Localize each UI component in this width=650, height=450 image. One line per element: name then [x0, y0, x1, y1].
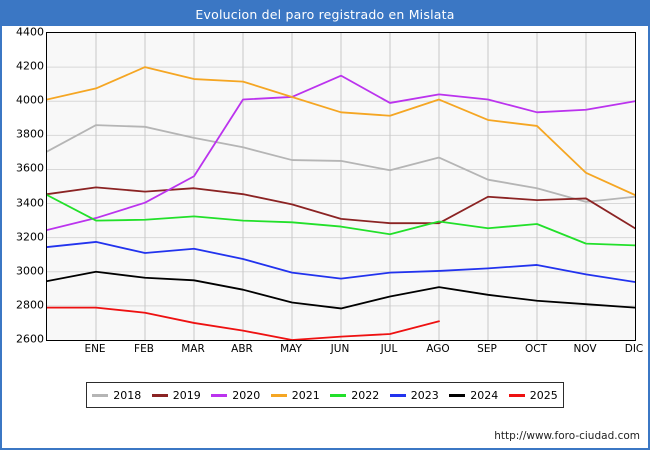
x-axis-tick-label: ABR	[231, 343, 253, 355]
y-axis-tick-label: 3800	[16, 127, 44, 141]
legend-item-2019[interactable]: 2019	[151, 388, 201, 402]
legend-item-2018[interactable]: 2018	[92, 389, 141, 402]
series-line-2024	[47, 270, 635, 310]
series-line-2023	[47, 241, 635, 283]
series-line-2022	[47, 194, 635, 247]
chart-region: 4400 4200 4000 3800 3600 3400 3200 3000 2800 2600…	[2, 26, 648, 366]
footer-url: http://www.foro-ciudad.com	[494, 430, 640, 442]
x-axis-tick-label: AGO	[426, 343, 450, 355]
legend-item-2024[interactable]: 2024	[449, 389, 498, 402]
y-axis-tick-label: 3200	[16, 230, 44, 244]
x-axis-tick-label: JUL	[380, 343, 398, 355]
series-line-2020	[47, 74, 635, 231]
legend-label: 2020	[232, 388, 261, 402]
legend-color-swatch	[508, 393, 525, 397]
legend-color-swatch	[389, 393, 406, 397]
legend-color-swatch	[270, 393, 287, 397]
y-axis-tick-label: 4400	[16, 25, 44, 39]
x-axis-tick-label: FEB	[134, 343, 154, 355]
x-axis-tick-label: NOV	[573, 343, 597, 355]
series-line-2018	[47, 124, 635, 203]
legend-label: 2019	[172, 388, 201, 402]
y-axis-tick-label: 4200	[16, 59, 44, 73]
legend-item-2022[interactable]: 2022	[330, 389, 379, 402]
plot-area	[46, 32, 636, 341]
y-axis: 4400 4200 4000 3800 3600 3400 3200 3000 2800 2600	[2, 26, 44, 346]
legend-item-2021[interactable]: 2021	[270, 388, 320, 402]
y-axis-tick-label: 3600	[16, 161, 44, 175]
legend-label: 2024	[470, 388, 499, 402]
window-title-bar: Evolucion del paro registrado en Mislata	[2, 2, 648, 26]
legend-label: 2025	[529, 388, 558, 402]
x-axis-tick-label: DIC	[624, 343, 644, 355]
legend-item-2023[interactable]: 2023	[389, 388, 439, 402]
legend-color-swatch	[151, 393, 168, 397]
x-axis-tick-label: MAR	[181, 343, 205, 355]
x-axis-tick-label: SEP	[477, 343, 497, 355]
x-axis-tick-label: MAY	[280, 343, 302, 355]
legend-color-swatch	[449, 393, 466, 397]
x-axis-tick-label: JUN	[330, 343, 350, 355]
legend-item-2020[interactable]: 2020	[211, 389, 260, 402]
page-title: Evolucion del paro registrado en Mislata	[195, 6, 455, 22]
series-line-2021	[47, 66, 635, 196]
series-line-2025	[47, 306, 440, 340]
legend-label: 2021	[291, 388, 320, 402]
legend-label: 2023	[410, 388, 439, 402]
legend-color-swatch	[211, 393, 228, 397]
y-axis-tick-label: 3000	[16, 264, 44, 278]
legend-color-swatch	[330, 393, 347, 397]
x-axis: ENE FEB MAR ABR MAY JUN JUL AGO SEP OCT NOV DIC	[46, 343, 643, 363]
legend-label: 2018	[113, 388, 142, 402]
y-axis-tick-label: 3400	[16, 196, 44, 210]
y-axis-tick-label: 2800	[16, 298, 44, 312]
legend-label: 2022	[351, 388, 380, 402]
series-line-2019	[47, 186, 635, 230]
legend-item-2025[interactable]: 2025	[508, 388, 558, 402]
x-axis-tick-label: ENE	[84, 343, 106, 355]
legend-color-swatch	[92, 393, 109, 397]
chart-legend: 2018 2019 2020 2021 2022 2023 2024 2025	[86, 382, 564, 408]
y-axis-tick-label: 4000	[16, 93, 44, 107]
y-axis-tick-label: 2600	[16, 332, 44, 346]
x-axis-tick-label: OCT	[524, 343, 548, 355]
plot-svg	[47, 33, 635, 340]
